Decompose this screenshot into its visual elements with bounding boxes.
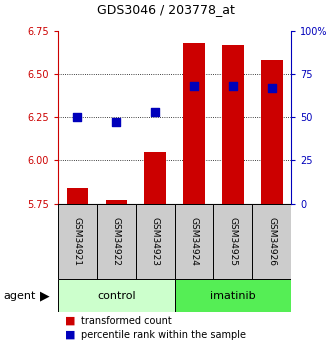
Bar: [67, 188, 88, 204]
Bar: [222, 45, 244, 204]
Text: ■: ■: [65, 316, 75, 326]
Bar: [97, 204, 136, 279]
Text: ▶: ▶: [40, 289, 50, 302]
Text: GSM34922: GSM34922: [112, 217, 121, 266]
Bar: [58, 279, 174, 312]
Text: percentile rank within the sample: percentile rank within the sample: [81, 330, 246, 339]
Text: ■: ■: [65, 330, 75, 339]
Bar: [174, 204, 213, 279]
Text: transformed count: transformed count: [81, 316, 172, 326]
Text: control: control: [97, 291, 136, 301]
Point: [191, 83, 197, 89]
Text: GSM34923: GSM34923: [151, 217, 160, 266]
Text: imatinib: imatinib: [210, 291, 256, 301]
Bar: [136, 204, 174, 279]
Point: [75, 115, 80, 120]
Bar: [252, 204, 291, 279]
Text: GSM34925: GSM34925: [228, 217, 237, 266]
Bar: [106, 200, 127, 204]
Text: agent: agent: [3, 291, 36, 301]
Point: [114, 120, 119, 125]
Bar: [58, 204, 97, 279]
Bar: [144, 152, 166, 204]
Bar: [174, 279, 291, 312]
Point: [269, 85, 274, 91]
Text: GDS3046 / 203778_at: GDS3046 / 203778_at: [97, 3, 234, 17]
Bar: [261, 60, 283, 204]
Text: GSM34926: GSM34926: [267, 217, 276, 266]
Text: GSM34924: GSM34924: [190, 217, 199, 266]
Bar: [213, 204, 252, 279]
Point: [230, 83, 236, 89]
Bar: [183, 43, 205, 204]
Point: [153, 109, 158, 115]
Text: GSM34921: GSM34921: [73, 217, 82, 266]
